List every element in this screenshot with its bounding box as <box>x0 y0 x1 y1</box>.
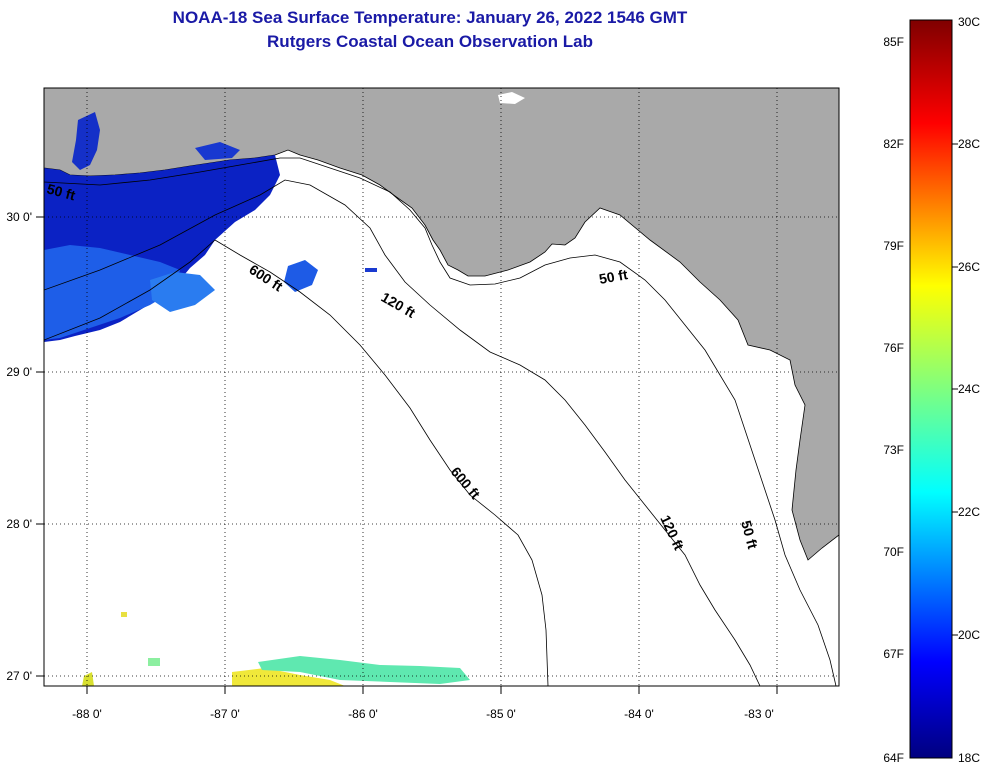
colorbar-c-label: 22C <box>958 505 980 519</box>
lon-label: -87 0' <box>210 707 240 721</box>
contour-label: 50 ft <box>598 266 629 287</box>
colorbar-c-ticks <box>952 143 958 636</box>
bay-water <box>195 142 240 160</box>
contour-600ft <box>44 239 549 686</box>
colorbar-c-label: 26C <box>958 260 980 274</box>
sst-speck <box>148 658 160 666</box>
colorbar-f-label: 76F <box>883 341 904 355</box>
contour-label: 50 ft <box>738 519 761 551</box>
colorbar <box>909 19 953 759</box>
sst-speck <box>365 268 377 272</box>
land-area <box>44 88 839 561</box>
colorbar-c-label: 18C <box>958 751 980 765</box>
lon-label: -86 0' <box>348 707 378 721</box>
colorbar-c-label: 30C <box>958 15 980 29</box>
sst-patch-offshore <box>284 260 318 292</box>
lon-label: -88 0' <box>72 707 102 721</box>
colorbar-f-label: 82F <box>883 137 904 151</box>
contour-label: 50 ft <box>45 180 77 203</box>
contour-50ft <box>44 157 837 686</box>
inland-lake <box>498 92 525 104</box>
colorbar-f-label: 79F <box>883 239 904 253</box>
map-title: NOAA-18 Sea Surface Temperature: January… <box>172 8 688 27</box>
lon-label: -85 0' <box>486 707 516 721</box>
colorbar-c-label: 24C <box>958 382 980 396</box>
sst-patch-east <box>150 272 215 312</box>
map-frame <box>43 87 840 687</box>
mobile-bay <box>72 112 100 170</box>
contour-120ft <box>44 179 761 686</box>
lat-label: 27 0' <box>6 669 32 683</box>
sst-speck-yellow <box>82 672 94 686</box>
colorbar-f-label: 70F <box>883 545 904 559</box>
tick-marks <box>36 216 778 694</box>
lon-label: -83 0' <box>744 707 774 721</box>
colorbar-c-label: 20C <box>958 628 980 642</box>
sst-warm-patch <box>232 668 345 686</box>
colorbar-c-label: 28C <box>958 137 980 151</box>
colorbar-f-label: 64F <box>883 751 904 765</box>
graticule <box>44 88 839 686</box>
colorbar-f-label: 67F <box>883 647 904 661</box>
sst-green-patch <box>258 656 470 684</box>
lat-label: 29 0' <box>6 365 32 379</box>
sst-speck <box>121 612 127 617</box>
lat-label: 28 0' <box>6 517 32 531</box>
lon-label: -84 0' <box>624 707 654 721</box>
map-subtitle: Rutgers Coastal Ocean Observation Lab <box>267 32 593 51</box>
colorbar-f-label: 85F <box>883 35 904 49</box>
colorbar-f-label: 73F <box>883 443 904 457</box>
sst-cool-patch <box>44 245 180 340</box>
lat-label: 30 0' <box>6 210 32 224</box>
